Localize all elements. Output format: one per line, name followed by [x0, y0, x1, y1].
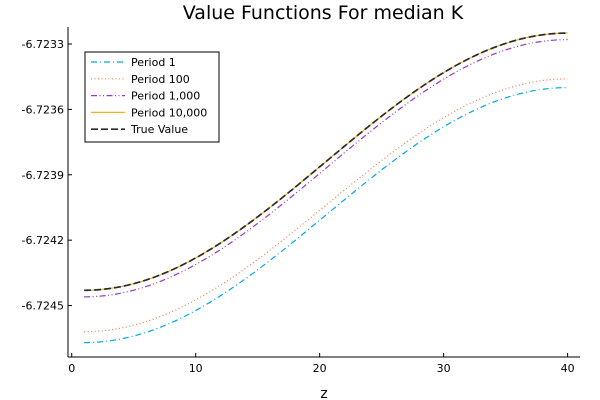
series-layer: [84, 32, 568, 344]
chart-title: Value Functions For median K: [183, 2, 464, 24]
series-line: [84, 32, 568, 292]
legend-entry-label: Period 1,000: [131, 90, 200, 103]
x-tick-label: 0: [68, 362, 75, 375]
legend-entry-label: Period 1: [131, 56, 176, 69]
y-tick-label: -6.7245: [22, 300, 64, 313]
y-tick-label: -6.7242: [22, 234, 64, 247]
axes: 0 10 20 30 40 -6.7245 -6.7242 -6.7239 -6.7236 -6.…: [22, 27, 580, 375]
legend-entry-label: Period 100: [131, 73, 190, 86]
y-tick-label: -6.7233: [22, 38, 64, 51]
legend: Period 1 Period 100 Period 1,000 Period 10,…: [84, 51, 220, 143]
x-tick-label: 40: [561, 362, 575, 375]
x-tick-label: 20: [313, 362, 327, 375]
series-line: [84, 86, 568, 344]
y-tick-label: -6.7239: [22, 169, 64, 182]
y-tick-label: -6.7236: [22, 103, 64, 116]
legend-entry-label: True Value: [130, 123, 188, 136]
x-tick-label: 10: [189, 362, 203, 375]
x-axis-label: z: [320, 386, 327, 400]
series-line: [84, 39, 568, 298]
x-tick-label: 30: [437, 362, 451, 375]
legend-entry-label: Period 10,000: [131, 106, 207, 119]
legend-box: [84, 51, 220, 143]
